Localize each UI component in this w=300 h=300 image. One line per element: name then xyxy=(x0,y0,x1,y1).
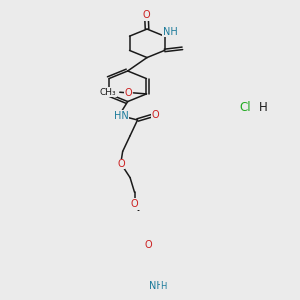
Text: NH: NH xyxy=(163,27,177,37)
Text: CH₃: CH₃ xyxy=(100,88,116,97)
Text: NH: NH xyxy=(149,281,164,291)
Text: O: O xyxy=(131,199,138,209)
Text: O: O xyxy=(131,200,138,209)
Text: Cl: Cl xyxy=(239,101,251,114)
Text: O: O xyxy=(117,159,125,169)
Text: H: H xyxy=(259,101,267,114)
Text: HN: HN xyxy=(114,111,128,121)
Text: O: O xyxy=(124,88,132,98)
Text: O: O xyxy=(152,110,159,120)
Text: O: O xyxy=(142,11,150,20)
Text: H: H xyxy=(160,282,167,291)
Text: O: O xyxy=(144,240,152,250)
